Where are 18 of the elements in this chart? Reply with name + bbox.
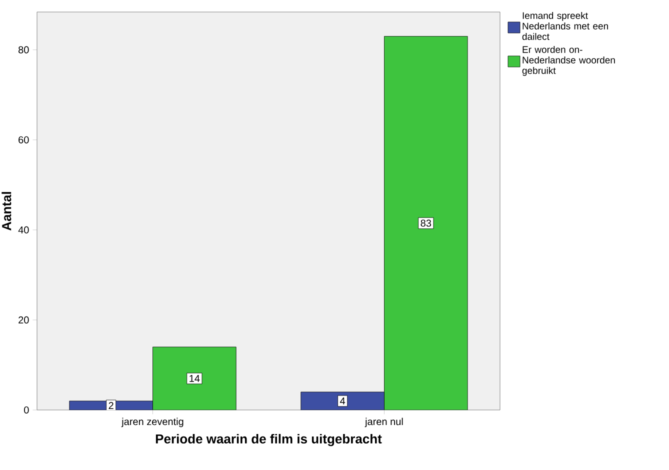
y-tick-label: 0 — [24, 406, 29, 414]
data-label: 14 — [190, 375, 200, 382]
x-tick-label: jaren zeventig — [121, 418, 184, 428]
bar — [300, 392, 384, 410]
data-label: 4 — [340, 398, 346, 404]
bar — [384, 36, 468, 410]
data-label: 83 — [420, 220, 432, 227]
legend-label: Er worden on-Nederlandse woorden gebruikt — [522, 46, 615, 76]
data-label: 2 — [108, 402, 114, 409]
y-tick-label: 60 — [18, 136, 29, 144]
y-tick-label: 80 — [18, 46, 29, 54]
legend-label: Iemand spreekt Nederlands met een dailect — [522, 12, 608, 40]
y-axis-title: Aantal — [2, 192, 12, 231]
x-tick-label: jaren nul — [364, 418, 403, 428]
bar — [152, 346, 236, 410]
y-tick-label: 20 — [18, 316, 29, 324]
y-tick-label: 40 — [18, 226, 29, 234]
x-axis-title: Periode waarin de film is uitgebracht — [156, 434, 382, 446]
